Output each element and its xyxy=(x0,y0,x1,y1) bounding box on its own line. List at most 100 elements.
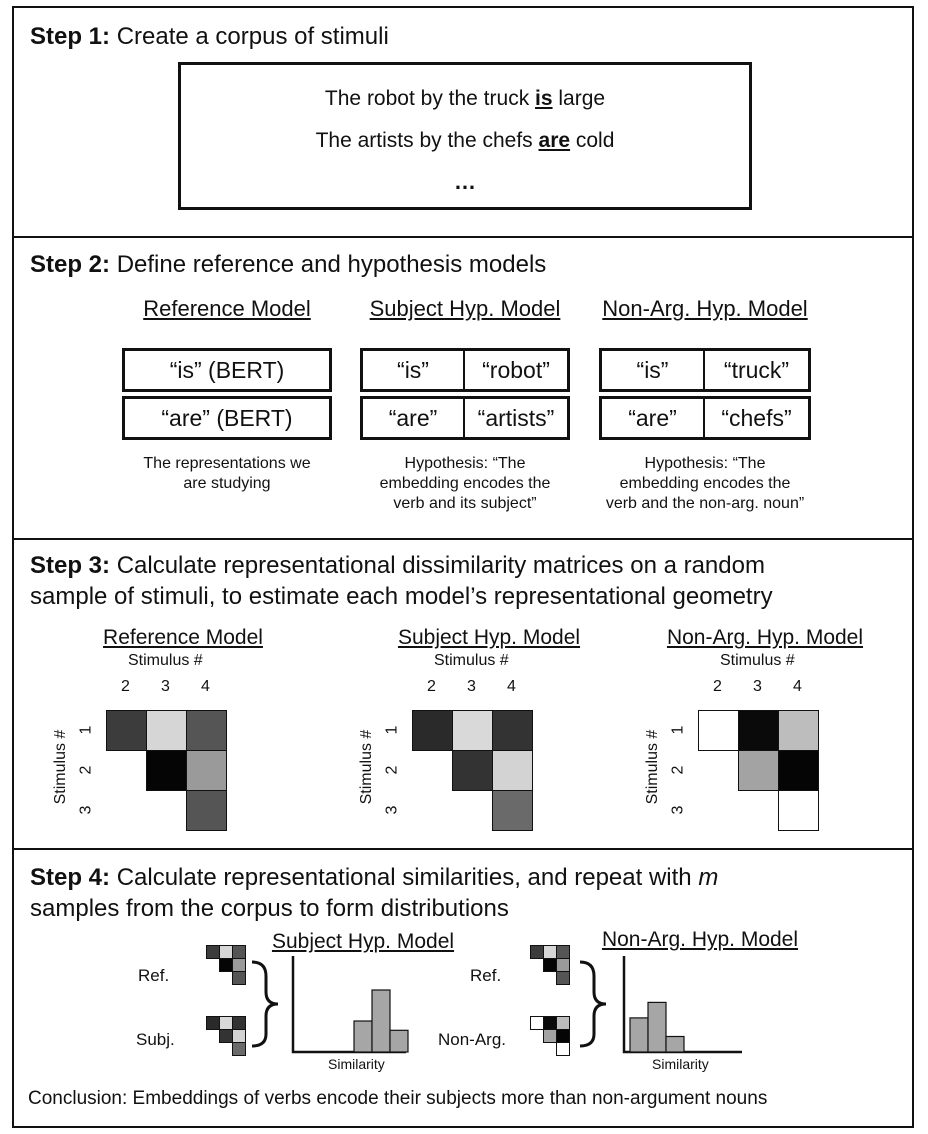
mini-ref-left-2-2 xyxy=(232,971,246,985)
rdm-cell-2-0-1 xyxy=(738,710,779,751)
hist-axes-right xyxy=(622,956,742,1054)
step2-label: Step 2: xyxy=(30,251,111,278)
rdm-col-tick-1-0: 2 xyxy=(427,678,436,695)
reference-cell-are: “are” (BERT) xyxy=(122,396,332,440)
conclusion: Conclusion: Embeddings of verbs encode t… xyxy=(28,1088,768,1109)
step4-label: Step 4: xyxy=(30,864,111,891)
nonarg-label-right: Non-Arg. xyxy=(438,1030,507,1049)
rdm-title-1: Subject Hyp. Model xyxy=(397,626,581,649)
rdm-cell-0-2-2 xyxy=(186,790,227,831)
rdm-cell-1-0-0 xyxy=(412,710,453,751)
rdm-cell-0-0-1 xyxy=(146,710,187,751)
step4-nonarg-title: Non-Arg. Hyp. Model xyxy=(601,928,799,951)
rdm-cell-0-0-2 xyxy=(186,710,227,751)
rdm-title-2: Non-Arg. Hyp. Model xyxy=(666,626,864,649)
mini-nonarg-right-2-2 xyxy=(556,1042,570,1056)
rdm-col-tick-0-1: 3 xyxy=(161,678,170,695)
xlabel-right: Similarity xyxy=(652,1056,709,1072)
step4-subject-title: Subject Hyp. Model xyxy=(271,930,455,953)
corpus-sentence-1: The robot by the truck is large xyxy=(324,87,606,110)
step1-label: Step 1: xyxy=(30,23,111,50)
rdm-row-tick-2-1: 2 xyxy=(669,765,687,775)
rdm-row-axis-label-0: Stimulus # xyxy=(52,729,69,805)
step4-text-2: samples from the corpus to form distribu… xyxy=(30,895,509,922)
ref-label-right: Ref. xyxy=(470,966,502,985)
rdm-row-tick-0-1: 2 xyxy=(77,765,95,775)
rdm-area: Reference Model Stimulus # 2 3 4 1 2 3 Stimulus … xyxy=(14,540,912,848)
rdm-col-tick-2-0: 2 xyxy=(713,678,722,695)
rdm-col-tick-2-1: 3 xyxy=(753,678,762,695)
rdm-cell-2-1-2 xyxy=(778,750,819,791)
subject-model-title: Subject Hyp. Model xyxy=(369,296,561,321)
step3-panel: Step 3: Calculate representational dissi… xyxy=(12,538,914,850)
nonarg-note: Hypothesis: “The embedding encodes the v… xyxy=(605,455,805,512)
step3-title: Step 3: Calculate representational dissi… xyxy=(30,550,773,612)
rdm-cell-2-0-0 xyxy=(698,710,739,751)
reference-note: The representations we are studying xyxy=(143,455,311,492)
nonarg-cell-truck: “truck” xyxy=(705,351,808,389)
ref-label-left: Ref. xyxy=(138,966,170,985)
rdm-cell-2-0-2 xyxy=(778,710,819,751)
nonarg-model-title: Non-Arg. Hyp. Model xyxy=(602,296,808,321)
rdm-cell-1-0-2 xyxy=(492,710,533,751)
nonarg-cell-chefs: “chefs” xyxy=(705,399,808,437)
step3-text-1: Calculate representational dissimilarity… xyxy=(116,552,765,579)
subject-note: Hypothesis: “The embedding encodes the v… xyxy=(379,455,551,512)
brace-right xyxy=(579,960,607,1048)
hist-subject-bar-2 xyxy=(389,1029,409,1053)
xlabel-left: Similarity xyxy=(328,1056,385,1072)
step1-title: Step 1: Create a corpus of stimuli xyxy=(30,22,389,52)
mini-subj-left-2-2 xyxy=(232,1042,246,1056)
hist-subject-bar-0 xyxy=(353,1020,373,1053)
corpus-sentence-2: The artists by the chefs are cold xyxy=(315,129,615,152)
reference-cell-is: “is” (BERT) xyxy=(122,348,332,392)
rdm-row-tick-2-0: 1 xyxy=(669,725,687,735)
rdm-cell-0-1-1 xyxy=(146,750,187,791)
rdm-col-tick-2-2: 4 xyxy=(793,678,802,695)
rdm-row-tick-1-0: 1 xyxy=(383,725,401,735)
step2-panel: Step 2: Define reference and hypothesis … xyxy=(12,236,914,540)
rdm-col-axis-label-2: Stimulus # xyxy=(720,652,795,669)
rdm-cell-1-1-1 xyxy=(452,750,493,791)
rdm-cell-1-0-1 xyxy=(452,710,493,751)
rdm-col-tick-1-1: 3 xyxy=(467,678,476,695)
verb-is: is xyxy=(535,87,553,110)
rdm-cell-1-2-2 xyxy=(492,790,533,831)
subject-cell-robot: “robot” xyxy=(465,351,567,389)
rdm-cell-2-1-1 xyxy=(738,750,779,791)
corpus-box: The robot by the truck is large The arti… xyxy=(178,62,752,210)
nonarg-cell-are: “are” xyxy=(602,399,705,437)
subject-cell-are: “are” xyxy=(363,399,465,437)
rdm-cell-1-1-2 xyxy=(492,750,533,791)
step3-label: Step 3: xyxy=(30,552,111,579)
rdm-col-tick-0-2: 4 xyxy=(201,678,210,695)
reference-model-title: Reference Model xyxy=(143,296,311,321)
subject-cell-artists: “artists” xyxy=(465,399,567,437)
verb-are: are xyxy=(538,129,571,152)
rdm-row-tick-1-1: 2 xyxy=(383,765,401,775)
step4-title: Step 4: Calculate representational simil… xyxy=(30,862,718,924)
rdm-row-tick-0-2: 3 xyxy=(77,805,95,815)
brace-left xyxy=(251,960,279,1048)
rdm-cell-0-0-0 xyxy=(106,710,147,751)
step4-panel: Step 4: Calculate representational simil… xyxy=(12,848,914,1128)
step4-m: m xyxy=(698,864,719,891)
step2-title: Step 2: Define reference and hypothesis … xyxy=(30,250,546,280)
rdm-col-axis-label-0: Stimulus # xyxy=(128,652,203,669)
hist-nonarg-bar-1 xyxy=(647,1001,667,1053)
step4-graphics xyxy=(14,850,912,1126)
rdm-row-tick-1-2: 3 xyxy=(383,805,401,815)
rdm-row-axis-label-1: Stimulus # xyxy=(358,729,375,805)
rdm-row-axis-label-2: Stimulus # xyxy=(644,729,661,805)
step1-panel: Step 1: Create a corpus of stimuli The r… xyxy=(12,6,914,238)
step1-text: Create a corpus of stimuli xyxy=(116,23,389,50)
rdm-col-tick-0-0: 2 xyxy=(121,678,130,695)
subj-label-left: Subj. xyxy=(136,1030,175,1049)
rdm-title-0: Reference Model xyxy=(103,626,263,649)
hist-nonarg-bar-0 xyxy=(629,1017,649,1053)
rdm-col-axis-label-1: Stimulus # xyxy=(434,652,509,669)
step3-text-2: sample of stimuli, to estimate each mode… xyxy=(30,583,773,610)
nonarg-cell-is: “is” xyxy=(602,351,705,389)
mini-ref-right-2-2 xyxy=(556,971,570,985)
hist-nonarg-bar-2 xyxy=(665,1035,685,1053)
